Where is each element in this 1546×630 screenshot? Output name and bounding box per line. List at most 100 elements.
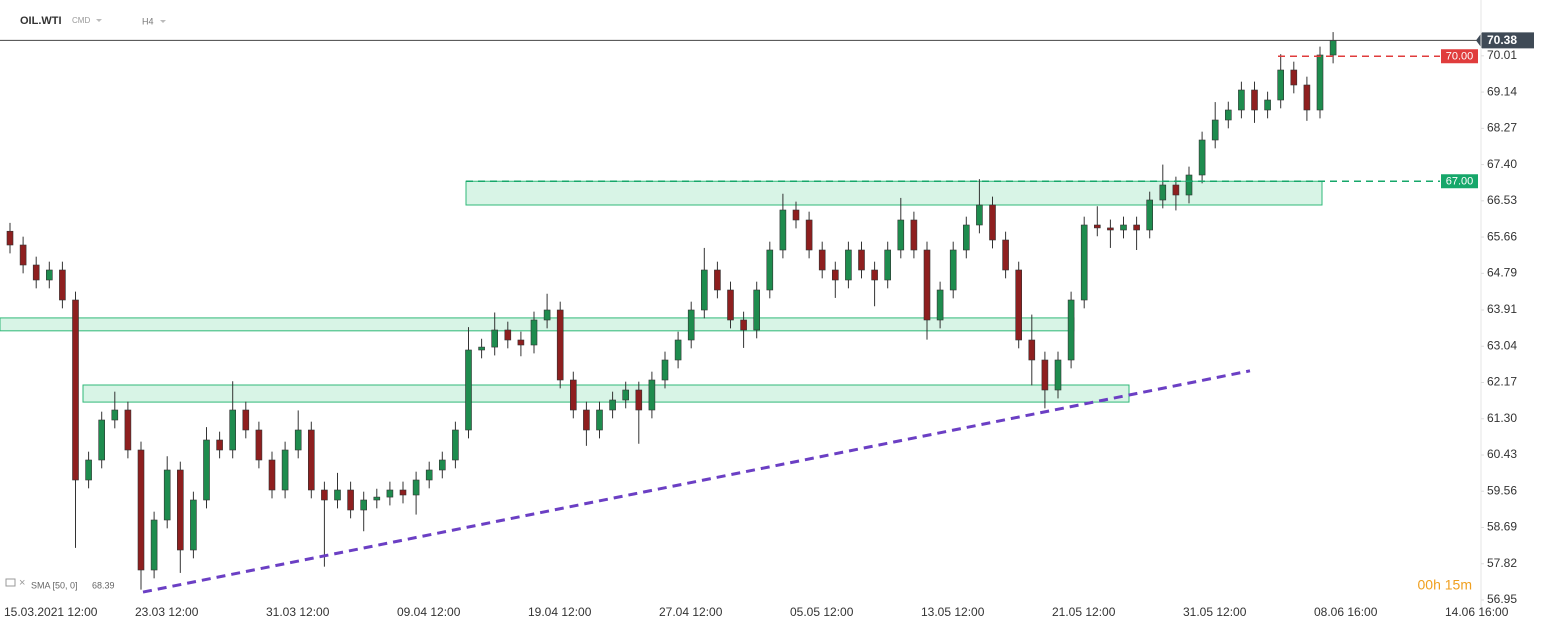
indicator-icon[interactable] bbox=[5, 578, 16, 587]
candle-body bbox=[478, 346, 485, 351]
candle-body bbox=[949, 249, 957, 291]
candle-body bbox=[635, 389, 643, 411]
candle-body bbox=[1028, 339, 1036, 361]
x-tick-label: 21.05 12:00 bbox=[1052, 605, 1116, 619]
candle-body bbox=[19, 244, 27, 266]
y-tick-label: 57.82 bbox=[1487, 556, 1517, 570]
level-badge bbox=[1441, 174, 1478, 189]
x-tick-label: 05.05 12:00 bbox=[790, 605, 854, 619]
candle-body bbox=[845, 249, 852, 281]
candle-body bbox=[609, 399, 616, 411]
candle-body bbox=[714, 269, 721, 291]
overlays: 70.00 67.00 70.38 bbox=[0, 32, 1534, 594]
candle-body bbox=[583, 409, 590, 431]
candle-body bbox=[465, 349, 472, 431]
level-label: 67.00 bbox=[1446, 176, 1474, 188]
candle-body bbox=[1185, 174, 1193, 196]
candle-body bbox=[792, 209, 800, 221]
candle-body bbox=[1238, 89, 1245, 111]
candle-body bbox=[871, 269, 878, 281]
candle-body bbox=[1172, 184, 1180, 196]
candle-body bbox=[1303, 84, 1311, 111]
candle-body bbox=[910, 219, 918, 251]
x-tick-label: 31.05 12:00 bbox=[1183, 605, 1247, 619]
candle-body bbox=[805, 219, 813, 251]
candle-body bbox=[779, 209, 787, 251]
y-tick-label: 67.40 bbox=[1487, 157, 1517, 171]
candle-body bbox=[962, 224, 970, 251]
candle-body bbox=[989, 204, 996, 241]
candle-body bbox=[1290, 69, 1298, 86]
market[interactable]: CMD bbox=[72, 16, 90, 25]
level-label: 70.00 bbox=[1446, 51, 1474, 63]
candle-body bbox=[818, 249, 826, 271]
interval[interactable]: H4 bbox=[142, 16, 154, 26]
candle-body bbox=[216, 439, 223, 451]
candle-body bbox=[72, 299, 79, 481]
candle-body bbox=[150, 519, 158, 571]
candle-body bbox=[884, 249, 892, 281]
candle-body bbox=[700, 269, 708, 311]
x-tick-label: 23.03 12:00 bbox=[135, 605, 199, 619]
candle-body bbox=[190, 499, 197, 551]
support-zone bbox=[465, 180, 1323, 206]
candle-body bbox=[137, 449, 145, 571]
candle-body bbox=[1251, 89, 1258, 111]
candle-body bbox=[412, 479, 420, 496]
candle-body bbox=[373, 496, 381, 501]
candle-body bbox=[530, 319, 538, 346]
candle-body bbox=[45, 269, 53, 281]
candle-body bbox=[1225, 109, 1232, 121]
candle-body bbox=[1080, 224, 1088, 301]
candle-body bbox=[438, 459, 446, 471]
candle-body bbox=[661, 359, 669, 381]
y-tick-label: 66.53 bbox=[1487, 193, 1517, 207]
candle-body bbox=[976, 204, 983, 226]
candle-body bbox=[858, 249, 865, 271]
symbol[interactable]: OIL.WTI bbox=[20, 15, 62, 27]
candle-body bbox=[622, 389, 630, 401]
candle-body bbox=[648, 379, 656, 411]
candle-body bbox=[1067, 299, 1075, 361]
candle-body bbox=[1120, 224, 1127, 231]
candle-body bbox=[569, 379, 577, 411]
trend-line bbox=[142, 369, 1251, 594]
candle-body bbox=[543, 309, 551, 321]
candle-body bbox=[59, 269, 66, 301]
candle-body bbox=[360, 499, 368, 511]
candle-body bbox=[504, 329, 512, 341]
x-tick-label: 15.03.2021 12:00 bbox=[4, 605, 98, 619]
candle-body bbox=[517, 339, 525, 346]
market-caret bbox=[96, 19, 102, 22]
candle-body bbox=[596, 409, 603, 431]
x-tick-label: 09.04 12:00 bbox=[397, 605, 461, 619]
y-tick-label: 70.01 bbox=[1487, 48, 1517, 62]
candle-timer: 00h 15m bbox=[1418, 577, 1472, 593]
candle-body bbox=[163, 469, 171, 521]
candle-body bbox=[831, 269, 839, 281]
candle-body bbox=[674, 339, 682, 361]
candle-body bbox=[1107, 227, 1114, 231]
candle-body bbox=[177, 469, 184, 551]
candle-body bbox=[124, 409, 132, 451]
candle-body bbox=[399, 489, 407, 496]
candle-body bbox=[294, 429, 302, 451]
candle-body bbox=[727, 289, 734, 321]
candles bbox=[6, 32, 1337, 590]
last-price-label: 70.38 bbox=[1487, 33, 1517, 47]
y-tick-label: 69.14 bbox=[1487, 84, 1517, 98]
candle-body bbox=[32, 264, 40, 281]
x-tick-label: 14.06 16:00 bbox=[1445, 605, 1509, 619]
candle-body bbox=[1133, 224, 1140, 231]
x-tick-label: 27.04 12:00 bbox=[659, 605, 723, 619]
interval-caret bbox=[160, 20, 166, 23]
indicator-label: SMA [50, 0] bbox=[31, 580, 78, 590]
y-tick-label: 61.30 bbox=[1487, 411, 1517, 425]
candle-body bbox=[347, 489, 354, 511]
indicator-close[interactable]: × bbox=[19, 577, 25, 589]
candle-body bbox=[425, 469, 433, 481]
candle-body bbox=[897, 219, 905, 251]
candle-body bbox=[687, 309, 695, 341]
